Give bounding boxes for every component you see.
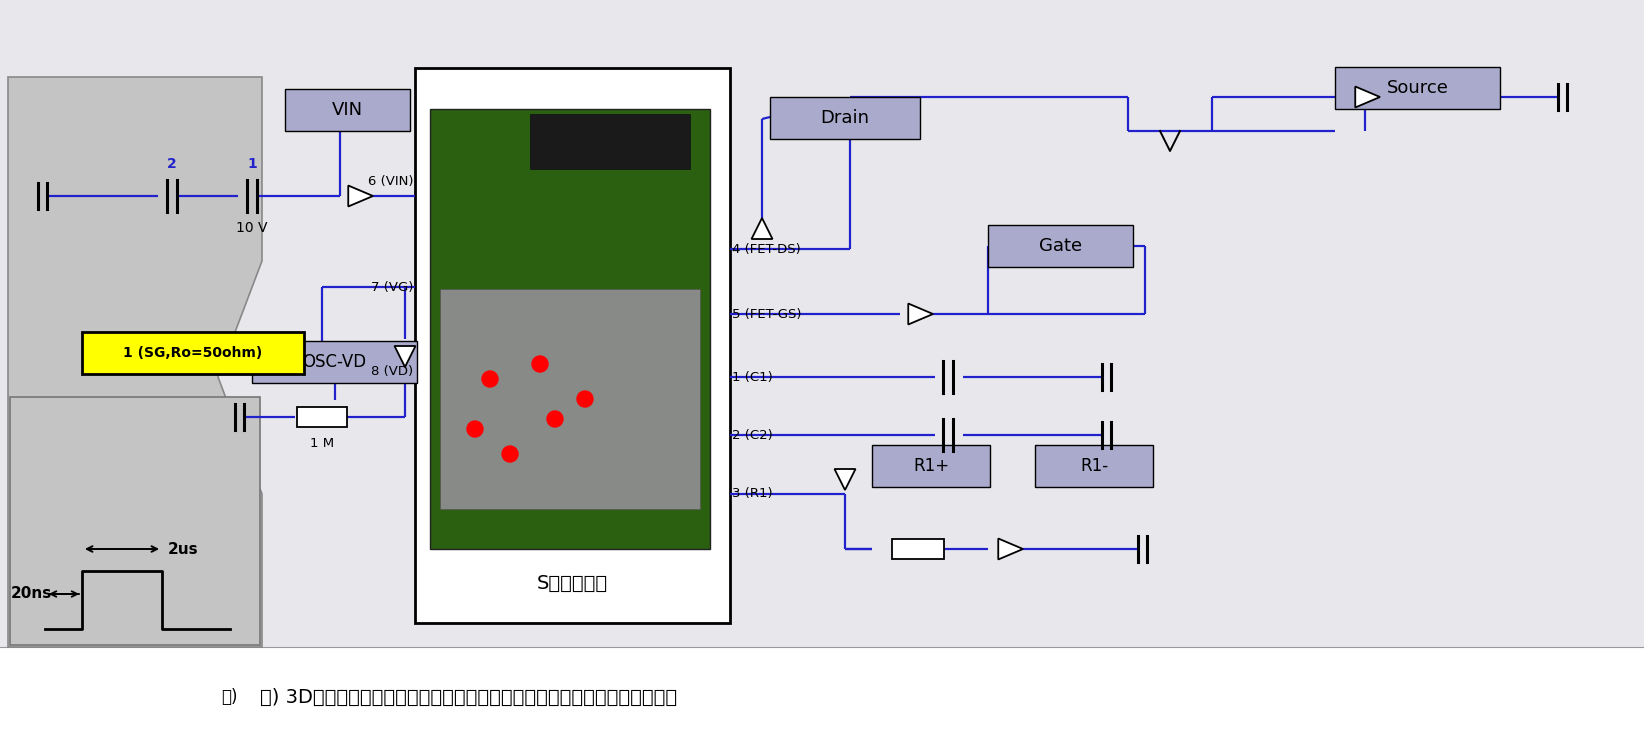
Bar (0, 0, 1644, 647)
Text: Gate: Gate (1039, 237, 1082, 255)
Text: R1+: R1+ (912, 457, 949, 475)
Text: OSC-VD: OSC-VD (302, 353, 367, 371)
Text: 注) 3Dシミュレータの回路モデル表記方法は通常の回路図とは異なります。: 注) 3Dシミュレータの回路モデル表記方法は通常の回路図とは異なります。 (260, 688, 677, 706)
Circle shape (533, 356, 547, 372)
Text: 10 V: 10 V (237, 221, 268, 235)
Text: 3 (R1): 3 (R1) (732, 488, 773, 500)
Polygon shape (395, 346, 416, 367)
Circle shape (482, 371, 498, 387)
Circle shape (467, 421, 483, 437)
Bar (252, 341, 418, 383)
Polygon shape (1355, 86, 1379, 108)
Text: 5 (FET-GS): 5 (FET-GS) (732, 308, 802, 321)
Bar (871, 445, 990, 487)
Polygon shape (751, 218, 773, 239)
Bar (893, 539, 944, 559)
Text: Source: Source (1386, 79, 1448, 97)
Circle shape (577, 391, 593, 407)
Bar (414, 68, 730, 623)
Polygon shape (835, 469, 855, 490)
Bar (529, 114, 690, 169)
Text: 2us: 2us (168, 542, 199, 557)
Bar (988, 225, 1133, 267)
Text: 6 (VIN): 6 (VIN) (368, 175, 413, 188)
Bar (441, 289, 700, 509)
Text: VIN: VIN (332, 101, 363, 119)
Text: 4 (FET-DS): 4 (FET-DS) (732, 243, 801, 255)
Polygon shape (349, 186, 373, 207)
Text: 1: 1 (247, 157, 256, 171)
Circle shape (547, 411, 562, 427)
Bar (1036, 445, 1152, 487)
Bar (769, 97, 921, 139)
Polygon shape (907, 303, 934, 324)
Text: R1-: R1- (1080, 457, 1108, 475)
Text: 1 (SG,Ro=50ohm): 1 (SG,Ro=50ohm) (123, 346, 263, 360)
Polygon shape (8, 77, 261, 647)
Text: Drain: Drain (820, 109, 870, 127)
Text: 1 M: 1 M (311, 437, 334, 450)
Bar (431, 109, 710, 549)
Bar (1335, 67, 1499, 109)
Circle shape (501, 446, 518, 462)
Bar (10, 397, 260, 645)
Text: 8 (VD): 8 (VD) (372, 365, 413, 377)
Bar (284, 89, 409, 131)
Bar (82, 332, 304, 374)
Text: 1 (C1): 1 (C1) (732, 371, 773, 383)
Polygon shape (998, 539, 1023, 560)
Text: 2 (C2): 2 (C2) (732, 428, 773, 441)
Text: 7 (VG): 7 (VG) (370, 280, 413, 294)
Bar (298, 407, 347, 427)
Bar (0, 647, 1644, 749)
Text: 2: 2 (168, 157, 178, 171)
Text: Sパラメータ: Sパラメータ (538, 574, 608, 592)
Text: 注): 注) (222, 688, 238, 706)
Text: 20ns: 20ns (12, 586, 53, 601)
